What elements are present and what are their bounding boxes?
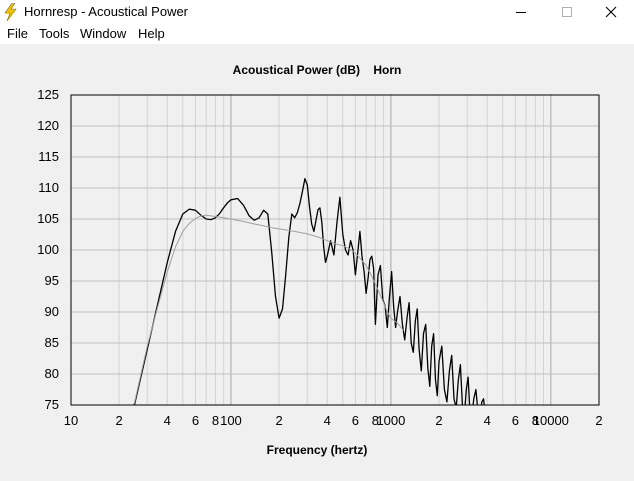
- close-button[interactable]: [588, 0, 634, 24]
- y-tick-label: 115: [38, 149, 59, 164]
- minimize-icon: [516, 12, 526, 13]
- y-ticks: 75 80 85 90 95 100 105 110 115 120 125: [37, 87, 59, 412]
- maximize-button[interactable]: [544, 0, 590, 24]
- x-tick-label: 6: [192, 413, 199, 428]
- chart-title: Acoustical Power (dB) Horn: [233, 63, 402, 77]
- y-tick-label: 100: [37, 242, 59, 257]
- menu-help[interactable]: Help: [138, 26, 165, 41]
- lightning-bolt-icon: [4, 3, 17, 21]
- x-tick-label: 100: [220, 413, 242, 428]
- x-tick-label: 8: [532, 413, 539, 428]
- x-axis-label: Frequency (hertz): [267, 443, 368, 457]
- plot-panel: Acoustical Power (dB) Horn Frequency (he…: [0, 44, 634, 476]
- x-tick-label: 10000: [533, 413, 569, 428]
- y-tick-label: 90: [45, 304, 59, 319]
- acoustical-power-chart: Acoustical Power (dB) Horn Frequency (he…: [37, 63, 603, 457]
- y-tick-label: 120: [37, 118, 59, 133]
- y-tick-label: 80: [45, 366, 59, 381]
- y-tick-label: 85: [45, 335, 59, 350]
- x-tick-label: 4: [484, 413, 491, 428]
- x-tick-label: 2: [595, 413, 602, 428]
- x-tick-label: 8: [372, 413, 379, 428]
- y-tick-label: 125: [37, 87, 59, 102]
- y-tick-label: 95: [45, 273, 59, 288]
- x-tick-label: 6: [512, 413, 519, 428]
- x-tick-label: 4: [164, 413, 171, 428]
- series-layer: [132, 178, 485, 405]
- x-tick-label: 4: [324, 413, 331, 428]
- title-bar: Hornresp - Acoustical Power: [0, 0, 634, 24]
- y-tick-label: 110: [38, 180, 59, 195]
- x-tick-label: 2: [435, 413, 442, 428]
- plot-frame: [70, 94, 600, 406]
- series-line-power: [133, 178, 485, 405]
- y-tick-label: 75: [45, 397, 59, 412]
- menu-bar: File Tools Window Help: [0, 24, 634, 44]
- x-tick-label: 2: [116, 413, 123, 428]
- maximize-icon: [562, 7, 572, 17]
- menu-file[interactable]: File: [7, 26, 28, 41]
- window-title: Hornresp - Acoustical Power: [24, 4, 189, 19]
- x-tick-label: 6: [352, 413, 359, 428]
- x-tick-label: 2: [275, 413, 282, 428]
- menu-window[interactable]: Window: [80, 26, 127, 41]
- grid: [71, 95, 599, 405]
- y-tick-label: 105: [37, 211, 59, 226]
- close-icon: [605, 6, 617, 18]
- series-line-reference: [132, 214, 404, 405]
- x-tick-label: 10: [64, 413, 78, 428]
- x-tick-label: 1000: [376, 413, 405, 428]
- minimize-button[interactable]: [498, 0, 544, 24]
- x-tick-label: 8: [212, 413, 219, 428]
- menu-tools[interactable]: Tools: [39, 26, 70, 41]
